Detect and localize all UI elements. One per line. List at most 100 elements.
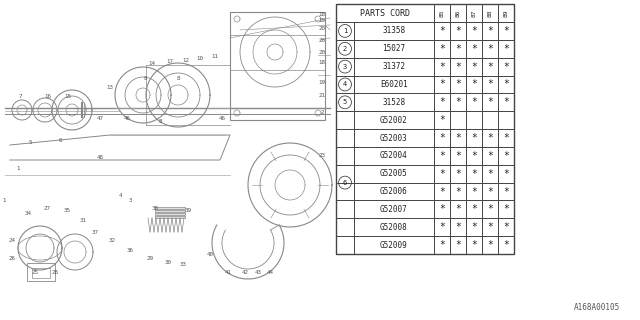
Text: *: * <box>503 79 509 90</box>
Bar <box>498 93 514 111</box>
Bar <box>336 165 354 183</box>
Bar <box>450 22 466 40</box>
Bar <box>482 76 498 93</box>
Text: *: * <box>487 133 493 143</box>
Bar <box>434 236 450 254</box>
Text: *: * <box>439 26 445 36</box>
Text: G52009: G52009 <box>380 241 408 250</box>
Bar <box>434 40 450 58</box>
Text: *: * <box>471 169 477 179</box>
Bar <box>336 40 354 58</box>
Bar <box>482 111 498 129</box>
Bar <box>336 22 354 40</box>
Bar <box>498 40 514 58</box>
Text: *: * <box>455 26 461 36</box>
Text: 17: 17 <box>166 59 173 63</box>
Text: *: * <box>439 79 445 90</box>
Text: *: * <box>439 115 445 125</box>
Text: *: * <box>471 62 477 72</box>
Text: 18: 18 <box>319 60 326 65</box>
Bar <box>434 147 450 165</box>
Text: G52002: G52002 <box>380 116 408 125</box>
Text: *: * <box>487 79 493 90</box>
Bar <box>32 268 50 278</box>
Text: 4: 4 <box>118 193 122 197</box>
Text: 3: 3 <box>128 197 132 203</box>
Bar <box>354 183 434 200</box>
Text: 34: 34 <box>24 211 31 215</box>
Text: *: * <box>487 151 493 161</box>
Bar <box>450 93 466 111</box>
Bar <box>434 200 450 218</box>
Text: *: * <box>503 97 509 107</box>
Text: *: * <box>471 240 477 250</box>
Bar <box>482 147 498 165</box>
Bar <box>450 76 466 93</box>
Text: *: * <box>487 222 493 232</box>
Bar <box>466 129 482 147</box>
Text: *: * <box>487 204 493 214</box>
Bar <box>354 236 434 254</box>
Bar <box>498 165 514 183</box>
Text: *: * <box>471 26 477 36</box>
Bar <box>354 111 434 129</box>
Bar <box>450 58 466 76</box>
Text: *: * <box>455 187 461 196</box>
Text: *: * <box>487 26 493 36</box>
Bar <box>466 200 482 218</box>
Text: *: * <box>455 204 461 214</box>
Bar <box>155 216 185 218</box>
Bar <box>434 4 450 22</box>
Text: 23: 23 <box>319 153 326 157</box>
Text: *: * <box>439 44 445 54</box>
Text: A168A00105: A168A00105 <box>573 303 620 312</box>
Bar <box>498 129 514 147</box>
Text: 85: 85 <box>440 9 445 17</box>
Text: 25: 25 <box>31 269 38 275</box>
Text: 47: 47 <box>97 116 104 121</box>
Bar <box>336 111 354 129</box>
Bar <box>466 93 482 111</box>
Bar <box>354 165 434 183</box>
Bar <box>466 22 482 40</box>
Text: 20: 20 <box>319 26 326 30</box>
Text: 5: 5 <box>343 99 347 105</box>
Bar <box>336 147 354 165</box>
Text: 13: 13 <box>106 84 113 90</box>
Text: 88: 88 <box>488 9 493 17</box>
Bar <box>434 111 450 129</box>
Text: 19: 19 <box>319 79 326 84</box>
Bar <box>466 4 482 22</box>
Text: 41: 41 <box>225 269 232 275</box>
Text: G52006: G52006 <box>380 187 408 196</box>
Text: 21: 21 <box>319 92 326 98</box>
Bar <box>336 4 514 254</box>
Bar <box>27 263 55 281</box>
Text: 24: 24 <box>8 237 15 243</box>
Bar <box>466 111 482 129</box>
Text: *: * <box>455 222 461 232</box>
Text: 15027: 15027 <box>383 44 406 53</box>
Bar <box>155 210 185 212</box>
Bar <box>482 165 498 183</box>
Text: 35: 35 <box>63 207 70 212</box>
Bar <box>466 58 482 76</box>
Bar <box>434 218 450 236</box>
Text: *: * <box>503 62 509 72</box>
Text: *: * <box>503 133 509 143</box>
Bar <box>450 200 466 218</box>
Text: *: * <box>471 204 477 214</box>
Bar <box>466 165 482 183</box>
Bar <box>498 111 514 129</box>
Text: 46: 46 <box>218 116 225 121</box>
Bar <box>482 218 498 236</box>
Text: *: * <box>471 97 477 107</box>
Text: 5: 5 <box>28 140 32 145</box>
Text: *: * <box>439 169 445 179</box>
Text: *: * <box>471 44 477 54</box>
Text: 42: 42 <box>241 270 248 276</box>
Bar <box>466 183 482 200</box>
Bar <box>336 129 354 147</box>
Text: 27: 27 <box>44 205 51 211</box>
Bar <box>450 183 466 200</box>
